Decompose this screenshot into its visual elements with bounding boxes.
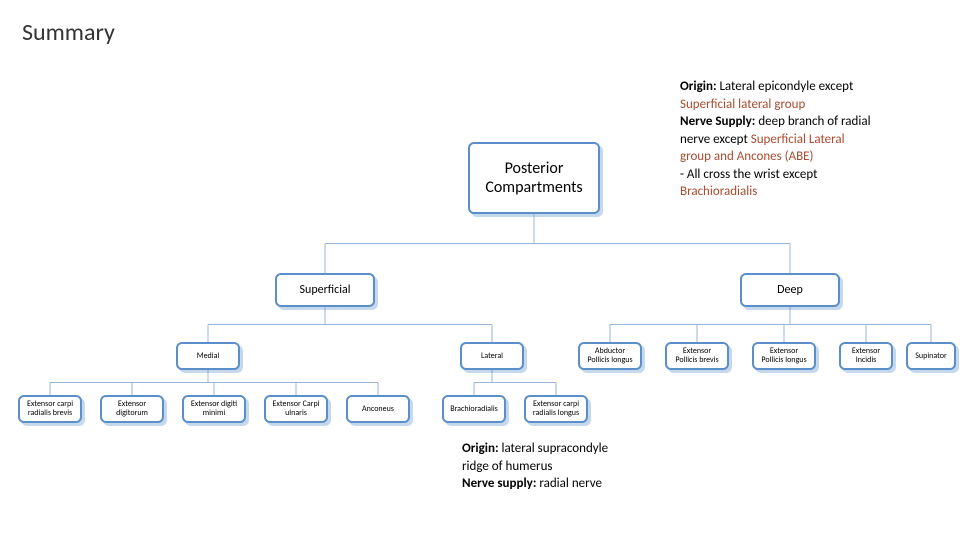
node-deep: Deep: [740, 273, 840, 307]
node-ecu: Extensor Carpi ulnaris: [264, 395, 328, 423]
node-apl: Abductor Pollicis longus: [578, 342, 642, 370]
annotation-bottom: Origin: lateral supracondyle ridge of hu…: [462, 440, 722, 493]
node-medial: Medial: [176, 342, 240, 370]
node-root: Posterior Compartments: [468, 142, 600, 214]
node-ecrl: Extensor carpi radialis longus: [524, 395, 588, 423]
page-title: Summary: [22, 18, 115, 47]
node-epb: Extensor Pollicis brevis: [665, 342, 729, 370]
annotation-top: Origin: Lateral epicondyle except Superf…: [680, 78, 940, 201]
node-ed: Extensor digitorum: [100, 395, 164, 423]
node-superficial: Superficial: [275, 273, 375, 307]
node-sup: Supinator: [906, 342, 956, 370]
node-ei: Extensor Incidis: [839, 342, 893, 370]
node-epl: Extensor Pollicis longus: [752, 342, 816, 370]
node-edm: Extensor digiti minimi: [182, 395, 246, 423]
node-br: Brachioradialis: [442, 395, 506, 423]
node-anc: Anconeus: [346, 395, 410, 423]
node-ecrb: Extensor carpi radialis brevis: [18, 395, 82, 423]
node-lateral: Lateral: [460, 342, 524, 370]
